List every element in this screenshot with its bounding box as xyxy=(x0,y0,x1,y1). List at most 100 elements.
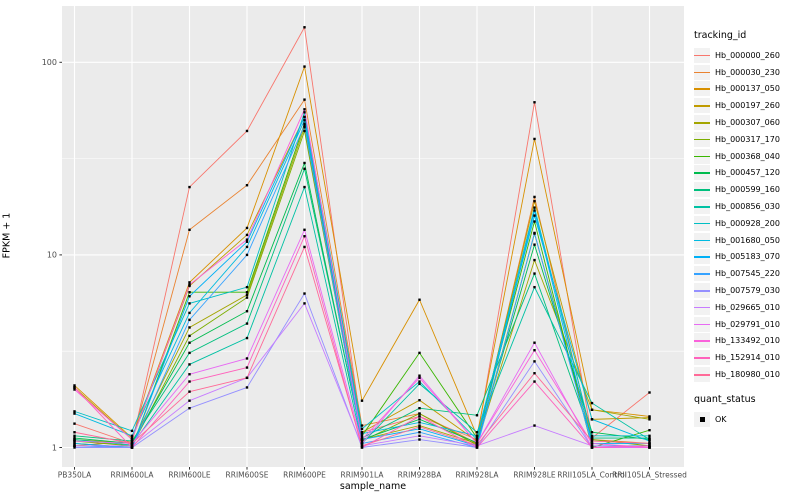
data-point xyxy=(130,436,134,440)
data-point xyxy=(245,376,249,380)
line-key-icon xyxy=(694,64,710,80)
x-tick-label: RRII105LA_Stressed xyxy=(612,471,687,480)
data-point xyxy=(418,298,421,301)
legend-item-Hb_180980_010: Hb_180980_010 xyxy=(694,366,798,383)
y-tick-label: 1 xyxy=(52,443,57,452)
legend-item-Hb_000197_260: Hb_000197_260 xyxy=(694,97,798,114)
data-point xyxy=(303,65,306,68)
data-point xyxy=(245,240,249,243)
data-point xyxy=(590,431,594,434)
line-key-icon xyxy=(694,81,710,97)
data-point xyxy=(418,412,421,415)
legend-item-label: Hb_029665_010 xyxy=(715,302,780,312)
data-point xyxy=(188,334,191,338)
data-point xyxy=(130,444,134,448)
data-point xyxy=(533,200,536,203)
legend-item-label: Hb_001680_050 xyxy=(715,235,780,245)
data-point xyxy=(418,438,421,441)
data-point xyxy=(590,408,594,411)
data-point xyxy=(303,119,306,122)
data-point xyxy=(73,436,76,440)
data-point xyxy=(188,283,191,286)
data-point xyxy=(245,184,249,187)
legend-item-label: Hb_000856_030 xyxy=(715,202,780,212)
line-key-icon xyxy=(694,199,710,215)
data-point xyxy=(533,243,536,246)
data-point xyxy=(188,406,191,410)
data-point xyxy=(245,233,249,237)
data-point xyxy=(73,442,76,445)
quant-status-label: OK xyxy=(715,414,727,424)
data-point xyxy=(360,399,364,402)
data-point xyxy=(648,442,651,445)
x-tick-label: RRIM600LE xyxy=(168,471,211,480)
data-point xyxy=(590,446,594,449)
data-point xyxy=(590,442,594,445)
data-point xyxy=(188,373,191,376)
data-point xyxy=(303,126,306,129)
data-point xyxy=(73,386,76,389)
data-point xyxy=(533,341,536,344)
legend-item-Hb_000856_030: Hb_000856_030 xyxy=(694,198,798,215)
line-key-icon xyxy=(694,47,710,63)
data-point xyxy=(533,101,536,104)
panel-background xyxy=(62,6,684,467)
data-point xyxy=(73,439,76,443)
x-tick-label: RRIM600LA xyxy=(111,471,155,480)
data-point xyxy=(73,410,76,413)
legend-item-label: Hb_180980_010 xyxy=(715,370,780,380)
data-point xyxy=(303,124,306,127)
data-point xyxy=(303,122,306,125)
data-point xyxy=(245,357,249,360)
data-point xyxy=(73,434,76,438)
data-point xyxy=(418,399,421,402)
data-point xyxy=(303,302,306,305)
legend-item-label: Hb_000307_060 xyxy=(715,118,780,128)
data-point xyxy=(533,258,536,262)
legend-item-Hb_000599_160: Hb_000599_160 xyxy=(694,181,798,198)
line-key-icon xyxy=(694,316,710,332)
data-point xyxy=(360,431,364,434)
data-point xyxy=(245,366,249,369)
y-tick-label: 100 xyxy=(42,58,57,67)
data-point xyxy=(245,226,249,230)
data-point xyxy=(475,438,479,441)
data-point xyxy=(533,195,536,199)
legend-item-label: Hb_029791_010 xyxy=(715,319,780,329)
data-point xyxy=(130,442,134,445)
legend-item-ok: OK xyxy=(694,411,798,428)
legend-item-label: Hb_000000_260 xyxy=(715,50,780,60)
legend-item-label: Hb_005183_070 xyxy=(715,252,780,262)
x-tick-label: RRIM928LE xyxy=(513,471,556,480)
data-point xyxy=(188,363,191,366)
data-point xyxy=(418,418,421,421)
data-point xyxy=(475,446,479,449)
x-tick-label: RRIM928BA xyxy=(398,471,443,480)
data-point xyxy=(418,380,421,383)
legend-item-label: Hb_133492_010 xyxy=(715,336,780,346)
data-point xyxy=(188,399,191,402)
data-point xyxy=(475,436,479,440)
data-point xyxy=(245,336,249,340)
legend-item-label: Hb_007545_220 xyxy=(715,269,780,279)
data-point xyxy=(590,418,594,421)
data-point xyxy=(188,228,191,231)
data-point xyxy=(648,391,651,394)
line-key-icon xyxy=(694,367,710,383)
x-tick-label: PB350LA xyxy=(58,471,92,480)
data-point xyxy=(648,439,651,443)
data-point xyxy=(360,438,364,441)
data-point xyxy=(188,390,191,393)
line-key-icon xyxy=(694,350,710,366)
data-point xyxy=(245,129,249,133)
legend-title: tracking_id xyxy=(694,30,747,41)
data-point xyxy=(130,439,134,443)
data-point xyxy=(188,311,191,315)
legend-item-Hb_000368_040: Hb_000368_040 xyxy=(694,148,798,165)
legend-item-Hb_133492_010: Hb_133492_010 xyxy=(694,333,798,350)
legend-item-Hb_152914_010: Hb_152914_010 xyxy=(694,349,798,366)
legend-item-label: Hb_000457_120 xyxy=(715,168,780,178)
data-point xyxy=(188,281,191,284)
line-key-icon xyxy=(694,215,710,231)
